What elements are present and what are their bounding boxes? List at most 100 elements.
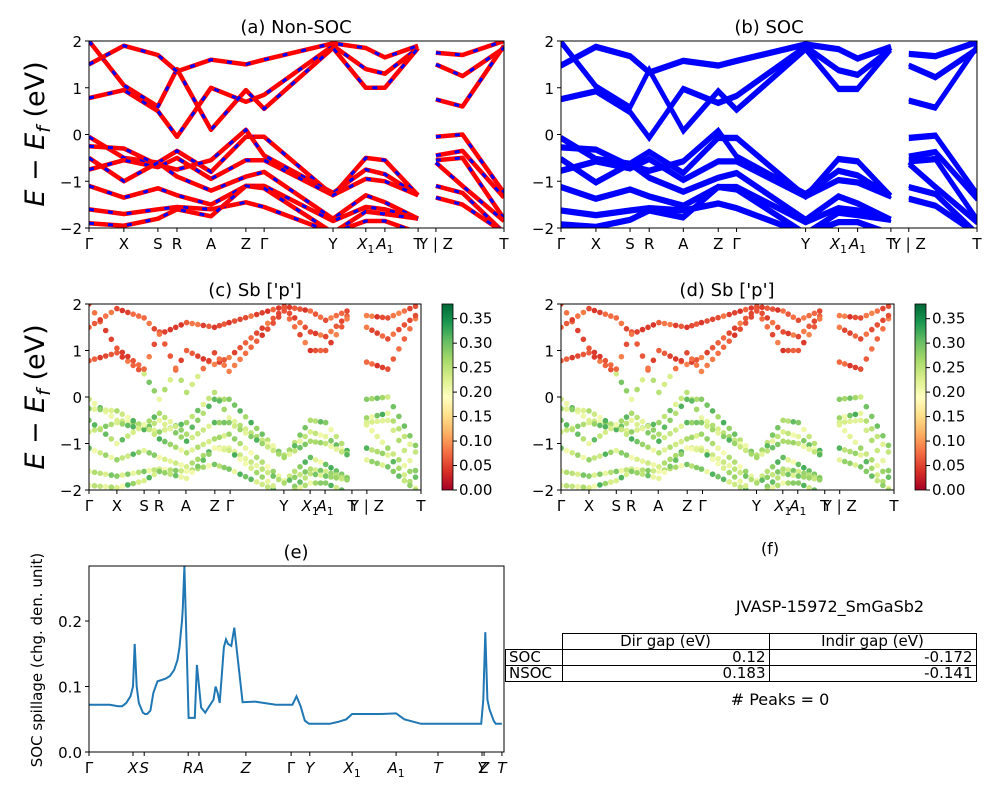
projection-point xyxy=(754,480,760,486)
projection-point xyxy=(172,365,179,372)
projection-point xyxy=(396,457,402,463)
band-line-dashed xyxy=(89,156,419,197)
projection-point xyxy=(715,445,721,451)
projection-point xyxy=(270,473,277,479)
projection-point xyxy=(189,381,195,388)
projection-point xyxy=(275,476,282,483)
projection-point xyxy=(221,396,227,403)
projection-point xyxy=(780,308,786,314)
projection-point xyxy=(281,480,288,486)
projection-point xyxy=(156,436,163,442)
projection-point xyxy=(563,427,570,433)
projection-point xyxy=(672,452,679,459)
x-tick-label: Y | Z xyxy=(822,497,857,515)
band-line-split xyxy=(908,159,977,223)
band-line xyxy=(908,155,977,220)
projection-point xyxy=(618,418,625,424)
projection-point xyxy=(602,311,609,318)
projection-point xyxy=(693,321,700,327)
projection-point xyxy=(259,459,266,465)
projection-point xyxy=(618,353,625,360)
band-line-dashed xyxy=(89,127,419,197)
projection-point xyxy=(291,315,298,321)
projection-point xyxy=(322,473,329,479)
projection-point xyxy=(618,379,625,386)
projection-point xyxy=(178,434,184,440)
projection-point xyxy=(759,473,765,479)
projection-point xyxy=(563,422,570,428)
projection-point xyxy=(338,487,345,490)
projection-point xyxy=(720,476,727,483)
colorbar-tick-label: 0.35 xyxy=(932,310,965,328)
band-line-dashed xyxy=(435,44,504,109)
projection-point xyxy=(748,305,755,311)
projection-point xyxy=(704,362,710,369)
projection-point xyxy=(836,324,843,331)
projection-point xyxy=(297,319,303,326)
projection-point xyxy=(242,340,249,346)
projection-point xyxy=(790,480,797,486)
projection-point xyxy=(156,429,163,435)
projection-point xyxy=(211,324,218,331)
projection-point xyxy=(841,361,848,367)
projection-point xyxy=(333,442,340,448)
projection-point xyxy=(618,320,625,327)
x-tick-label: R xyxy=(172,235,182,253)
projection-point xyxy=(563,400,570,407)
projection-point xyxy=(216,446,223,452)
projection-point xyxy=(216,322,223,329)
projection-point xyxy=(135,469,142,476)
projection-point xyxy=(698,415,705,421)
projection-point xyxy=(775,324,781,331)
band-line xyxy=(435,41,504,58)
projection-point xyxy=(206,438,212,445)
y-tick-label: −1 xyxy=(60,173,82,191)
projection-point xyxy=(880,326,886,332)
cell-value: 0.183 xyxy=(561,665,770,682)
projection-point xyxy=(684,461,690,468)
projection-point xyxy=(97,406,103,413)
projection-point xyxy=(602,417,609,424)
projection-point xyxy=(189,424,195,431)
projection-point xyxy=(561,405,564,412)
projection-point xyxy=(156,417,163,424)
x-tick-label: A1 xyxy=(387,759,405,780)
projection-point xyxy=(338,324,345,330)
projection-point xyxy=(302,307,309,313)
projection-point xyxy=(259,481,266,488)
projection-point xyxy=(146,467,152,474)
projection-point xyxy=(379,394,386,401)
band-line xyxy=(908,44,977,109)
projection-point xyxy=(312,347,319,354)
projection-point xyxy=(563,320,570,327)
projection-point xyxy=(597,414,603,421)
projection-point xyxy=(801,474,807,480)
y-tick-label: 2 xyxy=(72,33,82,51)
projection-point xyxy=(569,450,575,456)
x-tick-label: A xyxy=(206,235,217,253)
projection-point xyxy=(89,468,92,475)
projection-point xyxy=(597,422,603,429)
projection-point xyxy=(146,426,152,433)
band-line xyxy=(435,148,504,200)
projection-point xyxy=(678,463,685,469)
projection-point xyxy=(211,396,218,403)
projection-point xyxy=(195,444,201,451)
projection-point xyxy=(742,320,749,326)
projection-point xyxy=(108,436,115,442)
projection-point xyxy=(237,456,243,463)
x-tick-label: T xyxy=(888,497,899,515)
projection-point xyxy=(270,306,277,313)
band-line-split xyxy=(908,135,977,197)
projection-point xyxy=(275,314,282,320)
projection-point xyxy=(780,466,786,472)
projection-point xyxy=(790,314,797,321)
projection-point xyxy=(836,457,843,463)
projection-point xyxy=(253,454,260,461)
projection-point xyxy=(639,458,646,465)
projection-point xyxy=(731,474,738,480)
projection-point xyxy=(135,362,142,368)
projection-point xyxy=(836,422,843,428)
projection-point xyxy=(379,418,386,424)
